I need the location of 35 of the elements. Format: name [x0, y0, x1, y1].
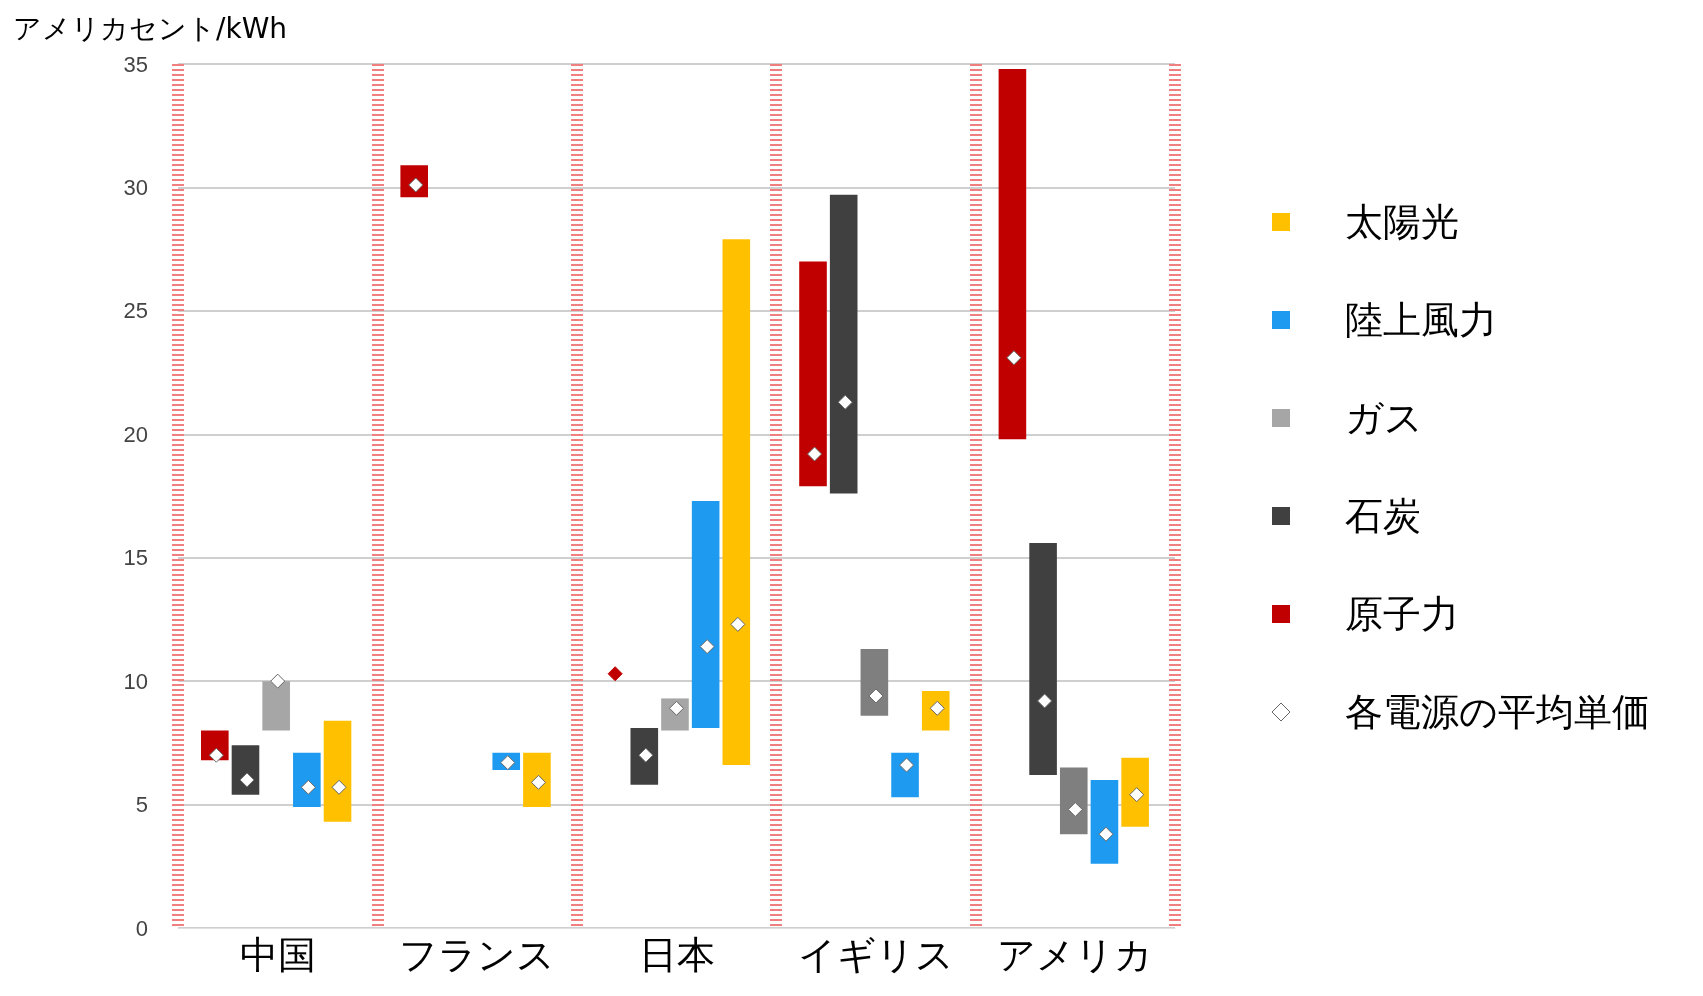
x-tick-label: フランス — [399, 933, 556, 977]
legend-label: 石炭 — [1345, 494, 1421, 538]
bar — [1121, 757, 1149, 827]
y-tick-label: 20 — [123, 421, 148, 447]
legend-label: 太陽光 — [1345, 200, 1459, 244]
bar — [523, 752, 551, 808]
bar — [998, 68, 1027, 440]
legend-label: 各電源の平均単価 — [1345, 690, 1650, 734]
bar — [293, 752, 321, 808]
x-tick-label: アメリカ — [997, 933, 1154, 977]
legend-label: 原子力 — [1345, 592, 1459, 636]
bar — [1029, 542, 1057, 775]
bar — [630, 728, 659, 785]
y-tick-label: 15 — [123, 545, 148, 571]
x-tick-label: 中国 — [239, 933, 316, 977]
bar — [691, 500, 720, 729]
legend-label: 陸上風力 — [1345, 298, 1497, 342]
y-tick-label: 10 — [123, 668, 148, 694]
bar — [799, 261, 827, 487]
y-tick-label: 25 — [123, 298, 148, 324]
bar — [323, 720, 352, 822]
x-tick-label: 日本 — [638, 933, 715, 977]
bar — [860, 649, 889, 716]
x-tick-label: イギリス — [797, 933, 954, 977]
bar — [829, 194, 858, 494]
y-tick-label: 5 — [135, 792, 148, 818]
bar — [262, 681, 290, 731]
bar — [1059, 767, 1088, 835]
y-tick-label: 35 — [123, 51, 148, 77]
bar — [1090, 779, 1119, 864]
y-tick-label: 30 — [123, 174, 148, 200]
y-axis-title: アメリカセント/kWh — [13, 11, 288, 45]
bar — [722, 239, 751, 766]
legend-label: ガス — [1345, 396, 1423, 440]
y-tick-label: 0 — [135, 915, 148, 941]
